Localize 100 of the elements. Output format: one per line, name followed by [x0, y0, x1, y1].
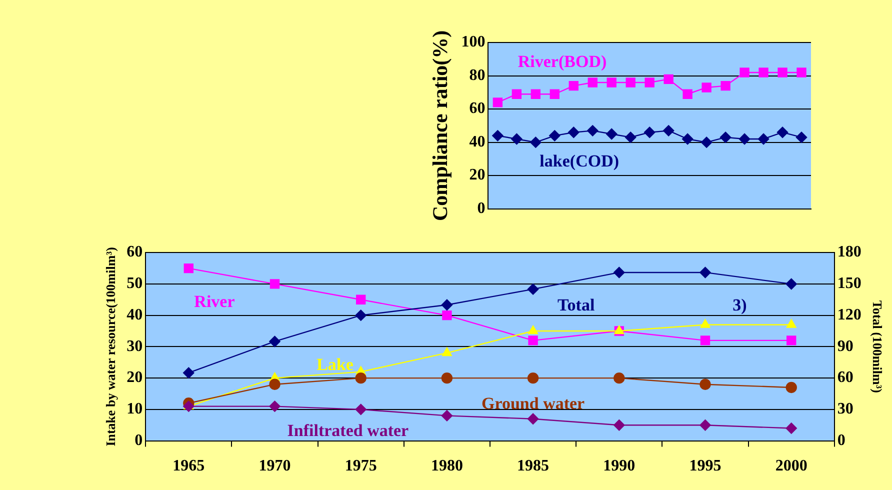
series-label: River(BOD) — [518, 52, 607, 71]
annotation: 3) — [732, 295, 747, 314]
point — [568, 126, 580, 138]
y2-axis-title: Total (100milm³) — [870, 300, 885, 394]
point — [269, 400, 280, 412]
point — [776, 126, 788, 138]
y-axis-title: Compliance ratio(%) — [428, 30, 452, 222]
y-tick-label: 60 — [126, 244, 143, 261]
point — [270, 279, 280, 289]
point — [786, 319, 796, 328]
y2-tick-label: 180 — [837, 244, 862, 261]
point — [625, 132, 636, 143]
point — [740, 68, 750, 78]
y-tick-label: 20 — [469, 166, 486, 184]
y-tick-label: 40 — [469, 133, 486, 150]
x-tick-label: 1975 — [344, 458, 377, 475]
point — [568, 80, 578, 91]
point — [700, 136, 712, 148]
point — [441, 299, 453, 310]
point — [441, 410, 453, 422]
point — [738, 133, 750, 145]
point — [786, 422, 797, 434]
point — [786, 382, 797, 394]
point — [183, 367, 194, 378]
y2-tick-label: 90 — [837, 338, 854, 355]
x-tick-label: 1990 — [603, 458, 636, 475]
series-label: Lake — [316, 354, 354, 374]
point — [700, 378, 711, 390]
point — [442, 310, 452, 320]
point — [528, 325, 538, 334]
point — [700, 319, 710, 328]
x-tick-label: 1985 — [517, 458, 550, 475]
y-tick-label: 10 — [126, 400, 143, 418]
point — [441, 372, 453, 384]
y-tick-label: 50 — [126, 275, 143, 292]
x-tick-label: 2000 — [775, 458, 808, 475]
point — [614, 420, 625, 431]
series-label: Infiltrated water — [287, 420, 410, 440]
point — [700, 420, 711, 431]
x-tick-label: 1980 — [430, 458, 463, 475]
y2-tick-label: 0 — [837, 432, 846, 449]
point — [626, 78, 636, 88]
point — [614, 266, 625, 278]
point — [644, 78, 654, 88]
y-tick-label: 20 — [126, 369, 143, 386]
point — [492, 130, 504, 142]
point — [550, 89, 560, 99]
point — [355, 404, 366, 416]
y-axis-title: Intake by water resource(100milm³) — [103, 247, 118, 446]
y2-tick-label: 60 — [837, 369, 854, 386]
y-tick-label: 40 — [126, 306, 143, 324]
x-tick-label: 1995 — [689, 458, 722, 475]
series-label: River — [194, 292, 236, 312]
point — [269, 378, 280, 390]
point — [606, 78, 616, 88]
point — [356, 294, 366, 304]
point — [587, 125, 598, 136]
point — [614, 372, 625, 384]
series-label: lake(COD) — [540, 152, 620, 171]
y-tick-label: 30 — [126, 338, 143, 355]
point — [778, 68, 788, 78]
point — [527, 413, 539, 424]
y-tick-label: 60 — [469, 100, 486, 118]
series-label: Ground water — [481, 394, 586, 414]
point — [269, 336, 280, 348]
point — [355, 310, 366, 321]
y-tick-label: 80 — [469, 66, 486, 84]
point — [183, 400, 194, 412]
point — [720, 80, 730, 91]
y-tick-label: 0 — [134, 432, 143, 449]
point — [702, 82, 712, 92]
x-tick-label: 1965 — [172, 458, 205, 475]
x-tick-label: 1970 — [258, 458, 291, 475]
point — [796, 132, 808, 143]
point — [720, 132, 732, 143]
point — [530, 136, 542, 148]
point — [682, 89, 692, 99]
point — [700, 336, 710, 346]
point — [758, 133, 770, 145]
point — [664, 74, 674, 84]
point — [682, 133, 694, 145]
point — [786, 336, 796, 346]
point — [588, 78, 598, 88]
y-tick-label: 0 — [477, 200, 486, 217]
point — [527, 284, 539, 295]
point — [796, 68, 806, 78]
point — [442, 347, 452, 356]
point — [184, 263, 194, 274]
point — [355, 372, 366, 384]
point — [700, 266, 711, 278]
y2-tick-label: 30 — [837, 400, 854, 418]
y2-tick-label: 150 — [837, 275, 862, 292]
point — [644, 126, 656, 138]
point — [758, 68, 768, 78]
series-label: Total — [558, 295, 595, 314]
point — [786, 278, 797, 290]
point — [606, 128, 618, 140]
point — [492, 98, 503, 108]
point — [527, 372, 539, 384]
point — [528, 336, 538, 346]
